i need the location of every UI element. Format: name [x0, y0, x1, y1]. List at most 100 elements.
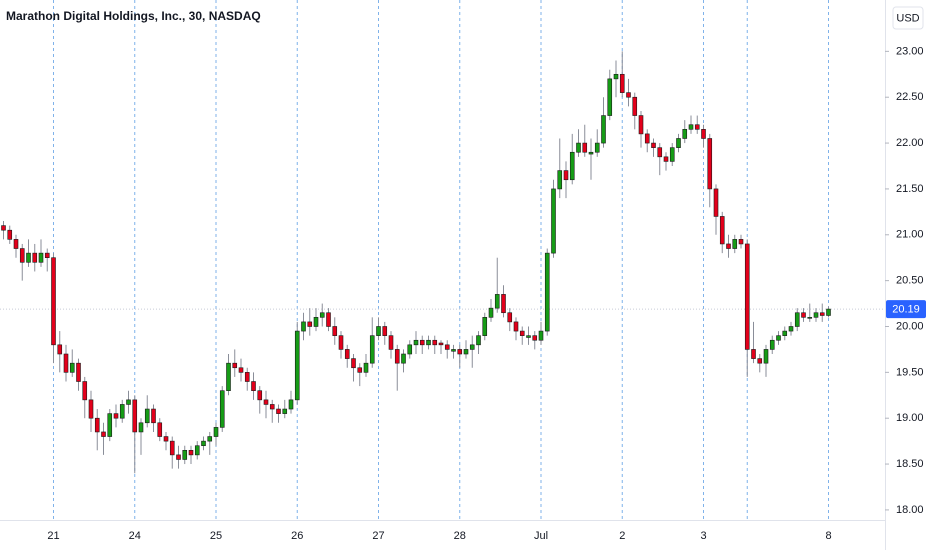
candle-body: [344, 349, 350, 359]
candle-body: [332, 326, 338, 336]
candle-body: [244, 372, 250, 382]
y-tick-label: 18.50: [896, 458, 924, 470]
candle-body: [788, 326, 794, 332]
candle-body: [294, 330, 300, 401]
candle-body: [526, 335, 531, 338]
y-tick-label: 20.00: [896, 320, 924, 332]
candle-body: [451, 349, 456, 352]
candle-body: [557, 170, 563, 190]
y-tick-label: 21.00: [896, 229, 924, 241]
candle-body: [176, 454, 181, 460]
candle-body: [657, 147, 663, 158]
candle-body: [76, 362, 81, 382]
candle-body: [7, 229, 13, 240]
candle-body: [401, 353, 406, 364]
candle-body: [88, 399, 94, 419]
candle-body: [151, 408, 156, 424]
candle-body: [444, 344, 450, 350]
candle-body: [519, 330, 525, 336]
x-tick-label: 3: [700, 530, 706, 542]
candle-body: [238, 367, 244, 373]
candle-body: [26, 252, 31, 263]
candle-body: [432, 339, 438, 346]
candle-body: [376, 326, 381, 336]
candle-body: [669, 147, 675, 162]
candle-body: [757, 358, 763, 364]
candle-body: [419, 339, 425, 346]
candle-body: [157, 422, 163, 437]
x-tick-label: Jul: [534, 530, 548, 542]
candle-body: [226, 362, 231, 391]
candle-body: [701, 129, 706, 139]
candle-body: [438, 342, 444, 346]
candle-body: [569, 151, 575, 181]
candle-body: [132, 399, 138, 433]
candle-body: [288, 399, 294, 410]
candle-body: [232, 362, 238, 369]
x-tick-label: 25: [210, 530, 222, 542]
candle-body: [532, 335, 538, 341]
candle-body: [682, 129, 688, 139]
candle-body: [426, 339, 431, 346]
candle-body: [119, 404, 125, 419]
candle-body: [576, 142, 581, 153]
candle-body: [738, 239, 744, 245]
candle-body: [282, 408, 288, 414]
candle-body: [469, 344, 475, 350]
candle-body: [782, 330, 788, 336]
candle-body: [476, 335, 481, 346]
candle-body: [751, 349, 756, 359]
y-tick-label: 21.50: [896, 183, 924, 195]
candle-body: [632, 96, 638, 116]
candle-body: [732, 239, 738, 249]
candle-body: [638, 115, 644, 135]
candle-body: [82, 381, 88, 401]
currency-button[interactable]: [892, 6, 924, 30]
candle-body: [138, 422, 144, 433]
candle-body: [707, 138, 713, 190]
candle-body: [207, 436, 213, 442]
candle-body: [626, 92, 631, 98]
candle-body: [594, 142, 600, 153]
last-price-label: 20.19: [892, 303, 920, 315]
candle-body: [801, 312, 806, 318]
currency: USD: [896, 12, 919, 24]
candle-body: [382, 326, 388, 336]
candle-body: [269, 404, 275, 410]
candle-body: [219, 390, 225, 428]
candle-body: [201, 440, 206, 447]
candle-body: [313, 317, 319, 327]
candle-body: [644, 133, 650, 144]
candle-body: [188, 449, 194, 456]
candle-body: [763, 349, 769, 364]
candle-body: [619, 73, 625, 93]
x-tick-label: 24: [129, 530, 141, 542]
candle-body: [51, 257, 56, 346]
candle-body: [794, 312, 800, 327]
candle-body: [494, 294, 500, 309]
x-tick-label: 26: [291, 530, 303, 542]
candle-body: [744, 243, 750, 350]
x-tick-label: 2: [619, 530, 625, 542]
candle-body: [551, 188, 556, 254]
candle-body: [126, 399, 131, 405]
candle-body: [713, 188, 719, 217]
chart-title: Marathon Digital Holdings, Inc., 30, NAS…: [6, 9, 261, 23]
candle-body: [163, 436, 169, 442]
candle-body: [544, 252, 550, 332]
candle-body: [613, 73, 619, 80]
x-tick-label: 27: [372, 530, 384, 542]
candle-body: [276, 408, 281, 414]
candle-body: [57, 344, 63, 355]
last-price-tag: [886, 300, 926, 319]
candle-body: [13, 239, 19, 249]
candle-body: [694, 124, 700, 130]
candle-body: [251, 381, 256, 391]
candle-body: [19, 248, 25, 263]
candle-body: [507, 312, 513, 323]
candle-body: [394, 349, 400, 364]
candle-body: [501, 294, 506, 314]
candle-body: [38, 252, 44, 263]
candle-body: [769, 339, 775, 350]
candle-body: [32, 252, 38, 263]
